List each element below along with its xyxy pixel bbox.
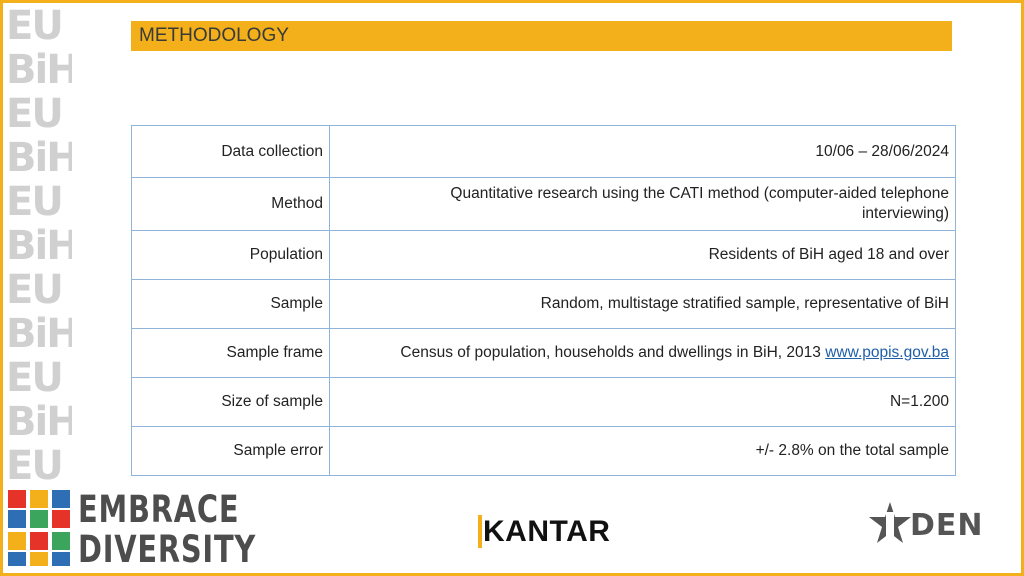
row-value: Residents of BiH aged 18 and over bbox=[329, 230, 956, 280]
row-label: Sample error bbox=[131, 426, 330, 476]
row-value: +/- 2.8% on the total sample bbox=[329, 426, 956, 476]
table-row: Method Quantitative research using the C… bbox=[131, 177, 956, 231]
kantar-text: KANTAR bbox=[478, 515, 611, 548]
embrace-diversity-text: EMBRACE DIVERSITY bbox=[78, 490, 256, 570]
strip-word: BiH bbox=[6, 311, 72, 357]
den-text: DEN bbox=[910, 508, 984, 543]
diversity-line: DIVERSITY bbox=[78, 528, 257, 571]
strip-word: EU bbox=[6, 91, 64, 137]
table-row: Sample Random, multistage stratified sam… bbox=[131, 279, 956, 329]
methodology-table: Data collection 10/06 – 28/06/2024 Metho… bbox=[131, 125, 956, 476]
strip-word: EU bbox=[6, 179, 64, 225]
star-icon bbox=[869, 502, 911, 543]
embrace-line: EMBRACE bbox=[78, 488, 240, 531]
strip-word: BiH bbox=[6, 223, 72, 269]
strip-word: EU bbox=[6, 4, 64, 49]
strip-word: EU bbox=[6, 267, 64, 313]
strip-word: BiH bbox=[6, 135, 72, 181]
eu-bih-flag-icon bbox=[8, 490, 70, 568]
row-value: Quantitative research using the CATI met… bbox=[329, 177, 956, 231]
row-value: N=1.200 bbox=[329, 377, 956, 427]
row-value-line: Quantitative research using the CATI met… bbox=[450, 185, 949, 202]
row-label: Size of sample bbox=[131, 377, 330, 427]
strip-word: EU bbox=[6, 355, 64, 401]
row-value-line: interviewing) bbox=[861, 205, 949, 222]
row-value: 10/06 – 28/06/2024 bbox=[329, 125, 956, 178]
row-label: Population bbox=[131, 230, 330, 280]
strip-word: BiH bbox=[6, 47, 72, 93]
table-row: Sample error +/- 2.8% on the total sampl… bbox=[131, 426, 956, 476]
strip-word: BiH bbox=[6, 399, 72, 445]
row-label: Sample bbox=[131, 279, 330, 329]
row-label: Method bbox=[131, 177, 330, 231]
kantar-logo: KANTAR bbox=[478, 515, 611, 549]
page-title: METHODOLOGY bbox=[131, 21, 952, 51]
embrace-diversity-logo: EMBRACE DIVERSITY bbox=[8, 490, 255, 570]
table-row: Sample frame Census of population, house… bbox=[131, 328, 956, 378]
den-logo: DEN bbox=[868, 500, 988, 552]
table-row: Population Residents of BiH aged 18 and … bbox=[131, 230, 956, 280]
row-value: Census of population, households and dwe… bbox=[329, 328, 956, 378]
decorative-eu-bih-strip: EU BiH EU BiH EU BiH EU BiH EU BiH EU bbox=[6, 4, 72, 484]
row-label: Data collection bbox=[131, 125, 330, 178]
row-value: Random, multistage stratified sample, re… bbox=[329, 279, 956, 329]
census-link[interactable]: www.popis.gov.ba bbox=[825, 344, 949, 361]
strip-word: EU bbox=[6, 443, 64, 484]
table-row: Size of sample N=1.200 bbox=[131, 377, 956, 427]
row-value-text: Census of population, households and dwe… bbox=[400, 344, 821, 361]
row-label: Sample frame bbox=[131, 328, 330, 378]
table-row: Data collection 10/06 – 28/06/2024 bbox=[131, 125, 956, 178]
